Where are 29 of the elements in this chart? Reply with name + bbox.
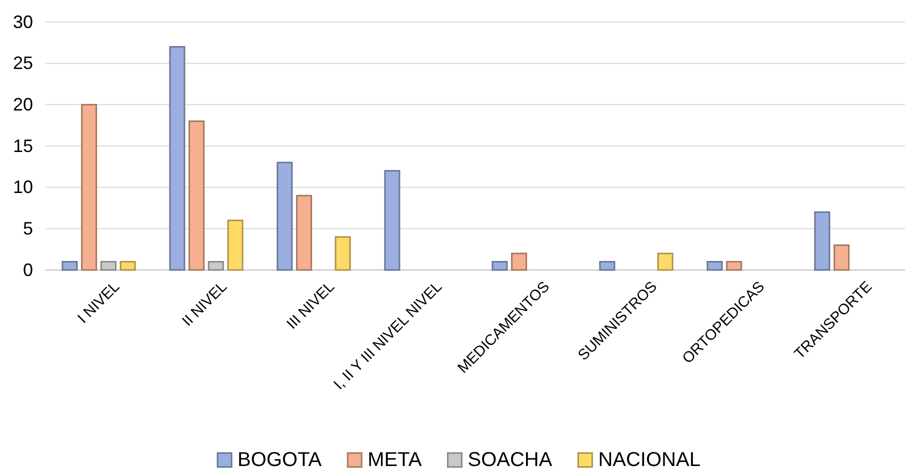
- bar: [334, 236, 351, 271]
- bar: [706, 260, 723, 271]
- bar: [726, 260, 742, 271]
- legend-label: BOGOTA: [238, 449, 322, 471]
- bar: [276, 162, 293, 271]
- bar: [120, 260, 136, 271]
- bar: [296, 194, 312, 271]
- y-tick-label: 5: [22, 218, 33, 238]
- y-tick-label: 20: [12, 94, 33, 114]
- bar: [599, 260, 616, 271]
- y-tick-label: 25: [12, 53, 33, 74]
- bar: [384, 170, 400, 271]
- bar: [188, 120, 205, 271]
- legend-label: SOACHA: [468, 449, 553, 471]
- bar: [834, 244, 850, 271]
- bar: [657, 252, 674, 271]
- legend-label: NACIONAL: [598, 449, 700, 471]
- bar: [169, 46, 186, 271]
- y-tick-label: 10: [12, 177, 33, 198]
- legend-label: META: [368, 449, 422, 471]
- bar: [81, 104, 98, 271]
- bar: [62, 260, 78, 271]
- bar: [814, 211, 830, 271]
- y-tick-label: 30: [12, 12, 33, 32]
- y-tick-label: 15: [12, 136, 33, 156]
- bar: [511, 252, 528, 271]
- bar: [492, 260, 508, 271]
- bar: [227, 220, 244, 271]
- y-tick-label: 0: [22, 260, 33, 280]
